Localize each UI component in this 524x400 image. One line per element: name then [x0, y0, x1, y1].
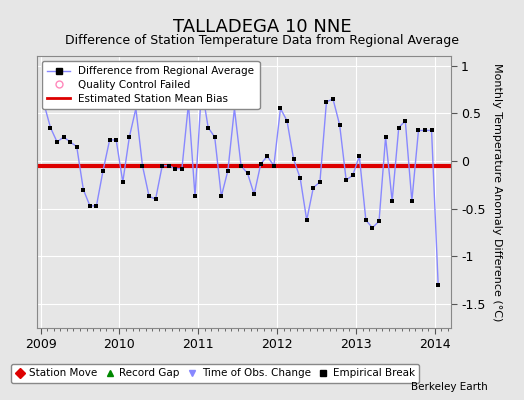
- Point: [237, 162, 245, 169]
- Point: [414, 127, 423, 134]
- Point: [72, 144, 81, 150]
- Point: [434, 282, 442, 288]
- Point: [158, 162, 167, 169]
- Point: [355, 153, 364, 160]
- Point: [322, 99, 331, 105]
- Point: [421, 127, 429, 134]
- Point: [79, 186, 88, 193]
- Point: [289, 156, 298, 162]
- Point: [112, 137, 121, 143]
- Point: [59, 134, 68, 140]
- Point: [348, 172, 357, 178]
- Point: [132, 105, 140, 112]
- Point: [66, 139, 74, 145]
- Point: [329, 96, 337, 102]
- Point: [381, 134, 390, 140]
- Point: [46, 124, 54, 131]
- Text: TALLADEGA 10 NNE: TALLADEGA 10 NNE: [173, 18, 351, 36]
- Text: Berkeley Earth: Berkeley Earth: [411, 382, 487, 392]
- Point: [198, 84, 206, 91]
- Point: [191, 193, 199, 200]
- Point: [40, 100, 48, 107]
- Point: [184, 100, 193, 107]
- Point: [283, 118, 291, 124]
- Point: [92, 203, 101, 209]
- Point: [316, 179, 324, 185]
- Point: [125, 134, 134, 140]
- Text: Difference of Station Temperature Data from Regional Average: Difference of Station Temperature Data f…: [65, 34, 459, 47]
- Point: [388, 198, 396, 204]
- Point: [263, 153, 271, 160]
- Point: [335, 122, 344, 128]
- Point: [270, 162, 278, 169]
- Point: [138, 162, 147, 169]
- Point: [257, 161, 265, 167]
- Point: [375, 218, 383, 224]
- Point: [204, 124, 212, 131]
- Point: [211, 134, 219, 140]
- Point: [99, 167, 107, 174]
- Point: [368, 224, 377, 231]
- Point: [165, 162, 173, 169]
- Point: [296, 175, 304, 181]
- Point: [276, 105, 285, 112]
- Point: [151, 196, 160, 202]
- Point: [217, 193, 225, 200]
- Point: [230, 105, 238, 112]
- Point: [250, 191, 258, 198]
- Point: [244, 170, 252, 176]
- Point: [428, 127, 436, 134]
- Y-axis label: Monthly Temperature Anomaly Difference (°C): Monthly Temperature Anomaly Difference (…: [492, 63, 502, 321]
- Point: [342, 177, 351, 183]
- Point: [395, 124, 403, 131]
- Point: [53, 139, 61, 145]
- Legend: Station Move, Record Gap, Time of Obs. Change, Empirical Break: Station Move, Record Gap, Time of Obs. C…: [10, 364, 419, 383]
- Point: [86, 203, 94, 209]
- Point: [178, 166, 186, 172]
- Point: [362, 217, 370, 223]
- Point: [145, 193, 153, 200]
- Point: [171, 166, 180, 172]
- Point: [401, 118, 409, 124]
- Point: [224, 167, 232, 174]
- Point: [408, 198, 416, 204]
- Point: [302, 217, 311, 223]
- Point: [309, 184, 318, 191]
- Point: [118, 179, 127, 185]
- Point: [105, 137, 114, 143]
